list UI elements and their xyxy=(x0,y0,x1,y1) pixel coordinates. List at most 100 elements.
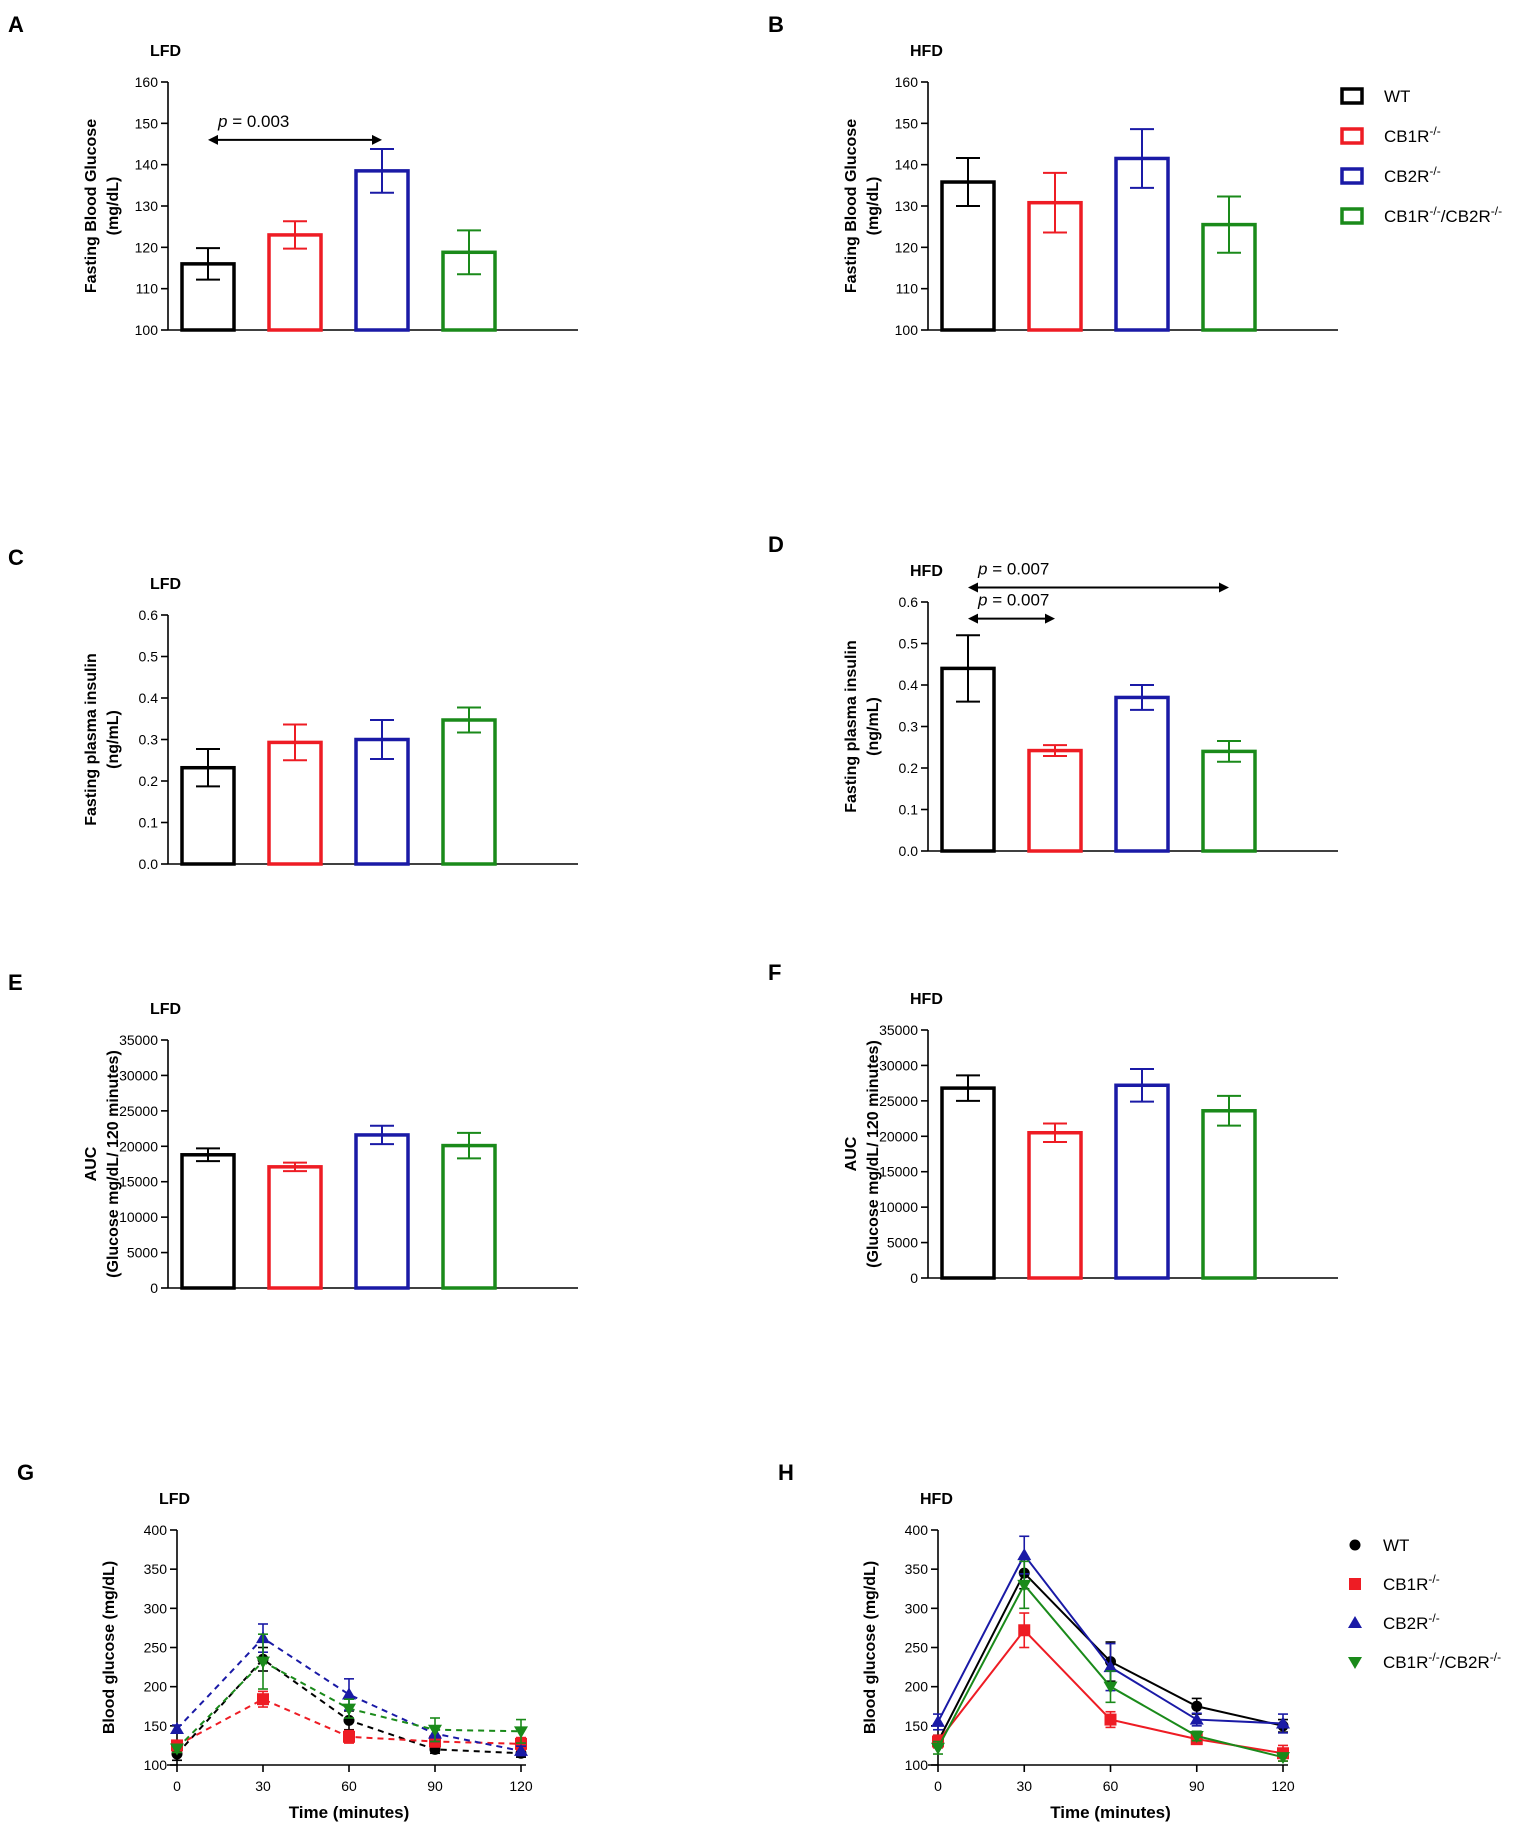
panel-letter: D xyxy=(768,532,784,557)
y-tick-label: 160 xyxy=(895,74,919,90)
legend-marker xyxy=(1349,1578,1361,1590)
arrow-head xyxy=(372,134,382,145)
y-tick-label: 300 xyxy=(144,1600,168,1616)
y-tick-label: 160 xyxy=(135,74,159,90)
x-tick-label: 0 xyxy=(934,1778,942,1794)
data-point xyxy=(1103,1681,1118,1694)
data-point xyxy=(1017,1579,1032,1592)
panel-C: C LFD 0.0 0.1 0.2 0.3 0.4 0.5 0.6 Fasting plasma … xyxy=(8,545,578,872)
y-tick-label: 0.4 xyxy=(139,690,159,706)
legend-label: CB1R-/- xyxy=(1384,124,1441,146)
y-tick-label: 150 xyxy=(144,1718,168,1734)
bar xyxy=(1027,1130,1083,1280)
y-axis-label: Blood glucose (mg/dL) xyxy=(101,1561,118,1734)
arrow-head xyxy=(1045,613,1055,624)
panel-title: LFD xyxy=(150,43,181,60)
data-point xyxy=(170,1743,184,1756)
y-tick-label: 110 xyxy=(896,281,919,297)
y-tick-label: 5000 xyxy=(127,1245,158,1261)
y-tick-label: 30000 xyxy=(879,1057,918,1073)
bar xyxy=(1201,749,1257,853)
bar xyxy=(1201,1109,1257,1280)
y-tick-label: 0.0 xyxy=(899,843,919,859)
x-tick-label: 90 xyxy=(1189,1778,1205,1794)
y-axis-label: Fasting Blood Glucose xyxy=(843,119,860,293)
y-tick-label: 120 xyxy=(135,239,159,255)
data-point xyxy=(1017,1548,1032,1561)
x-tick-label: 60 xyxy=(1103,1778,1119,1794)
data-point xyxy=(1018,1624,1031,1637)
data-point xyxy=(514,1726,528,1739)
y-axis-label: Blood glucose (mg/dL) xyxy=(862,1561,879,1734)
x-tick-label: 0 xyxy=(173,1778,181,1794)
bar xyxy=(267,1165,323,1290)
y-axis-label: (ng/mL) xyxy=(865,697,882,756)
panel-letter: H xyxy=(778,1460,794,1485)
bar xyxy=(354,1133,410,1290)
data-point xyxy=(1189,1712,1204,1725)
y-tick-label: 140 xyxy=(135,157,159,173)
y-tick-label: 0.6 xyxy=(899,594,919,610)
legend-label: CB1R-/- xyxy=(1383,1572,1440,1594)
bar xyxy=(1114,695,1170,853)
y-tick-label: 0 xyxy=(910,1270,918,1286)
panel-F: F HFD 0 5000 10000 15000 20000 25000 30000 35000 A… xyxy=(768,960,1338,1286)
y-axis-label: (mg/dL) xyxy=(105,177,122,236)
panel-letter: F xyxy=(768,960,781,985)
arrow-head xyxy=(1219,582,1229,593)
y-tick-label: 0.6 xyxy=(139,607,159,623)
data-point xyxy=(428,1724,442,1737)
data-point xyxy=(1276,1752,1290,1765)
bar xyxy=(441,718,497,866)
y-tick-label: 200 xyxy=(905,1679,929,1695)
y-axis-label: AUC xyxy=(843,1136,860,1171)
y-tick-label: 15000 xyxy=(879,1164,918,1180)
panel-B: B HFD 100 110 120 130 140 150 160 Fasting Blood G… xyxy=(768,12,1338,338)
panel-title: LFD xyxy=(150,1001,181,1018)
y-tick-label: 35000 xyxy=(879,1022,918,1038)
panel-letter: G xyxy=(17,1460,34,1485)
p-value-label: p = 0.003 xyxy=(217,112,289,131)
y-tick-label: 0.1 xyxy=(139,815,159,831)
y-tick-label: 0.3 xyxy=(899,719,919,735)
y-axis-label: AUC xyxy=(83,1146,100,1181)
y-tick-label: 100 xyxy=(144,1757,168,1773)
panel-letter: E xyxy=(8,970,23,995)
data-point xyxy=(342,1703,356,1716)
panel-title: HFD xyxy=(910,991,943,1008)
panel-title: HFD xyxy=(910,563,943,580)
legend-label: CB1R-/-/CB2R-/- xyxy=(1384,204,1502,226)
data-point xyxy=(931,1742,945,1755)
y-tick-label: 25000 xyxy=(119,1103,158,1119)
bar xyxy=(1027,748,1083,853)
bar xyxy=(441,1143,497,1290)
y-tick-label: 400 xyxy=(905,1522,929,1538)
y-tick-label: 100 xyxy=(135,322,159,338)
legend-label: WT xyxy=(1384,87,1410,106)
arrow-head xyxy=(208,134,218,145)
y-tick-label: 130 xyxy=(895,198,919,214)
arrow-head xyxy=(968,582,978,593)
y-axis-label: (Glucose mg/dL/ 120 minutes) xyxy=(105,1050,122,1278)
x-tick-label: 120 xyxy=(1271,1778,1295,1794)
legend-marker xyxy=(1348,1657,1362,1669)
panel-letter: A xyxy=(8,12,24,37)
legend-swatch xyxy=(1340,167,1364,185)
panel-letter: B xyxy=(768,12,784,37)
data-point xyxy=(931,1714,945,1727)
data-point xyxy=(343,1730,355,1743)
y-tick-label: 250 xyxy=(144,1640,168,1656)
legend-marker xyxy=(1349,1539,1361,1551)
y-tick-label: 150 xyxy=(905,1718,929,1734)
y-tick-label: 35000 xyxy=(119,1032,158,1048)
data-point xyxy=(170,1721,184,1734)
p-value-label: p = 0.007 xyxy=(977,591,1049,610)
panel-letter: C xyxy=(8,545,24,570)
y-tick-label: 0 xyxy=(150,1280,158,1296)
legend-label: CB2R-/- xyxy=(1384,164,1441,186)
y-tick-label: 150 xyxy=(895,115,919,131)
x-axis-label: Time (minutes) xyxy=(289,1803,410,1822)
y-tick-label: 25000 xyxy=(879,1093,918,1109)
y-tick-label: 140 xyxy=(895,157,919,173)
